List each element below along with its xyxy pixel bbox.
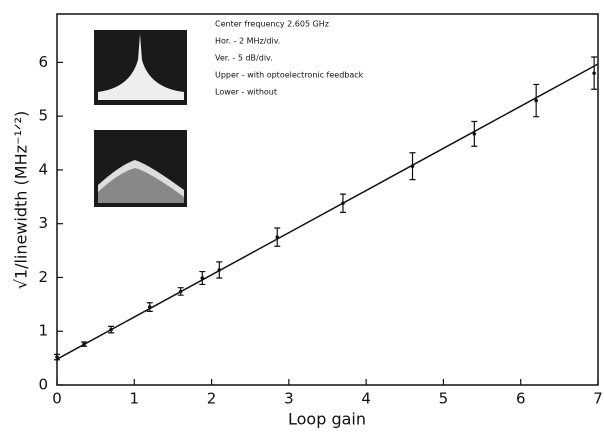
point: [109, 327, 113, 332]
point: [82, 342, 86, 346]
x-tick-label: 5: [439, 390, 449, 408]
fit-line: [56, 63, 599, 360]
x-tick-label: 4: [361, 390, 371, 408]
x-tick-label: 3: [284, 390, 294, 408]
point: [592, 71, 596, 75]
annotation: Ver. - 5 dB/div.: [215, 54, 273, 63]
y-tick-label: 5: [38, 107, 48, 125]
point: [410, 164, 415, 168]
x-axis-label: Loop gain: [288, 410, 366, 429]
point: [341, 201, 345, 206]
point: [534, 98, 538, 103]
y-tick-label: 6: [38, 53, 48, 71]
annotation: Center frequency 2.605 GHz: [215, 20, 329, 29]
y-tick-label: 1: [38, 322, 48, 340]
x-tick-label: 7: [593, 390, 603, 408]
y-axis-label: √1/linewidth (MHz⁻¹ᐟ²): [12, 111, 31, 290]
point: [55, 355, 59, 359]
point: [147, 305, 152, 309]
annotation: Hor. - 2 MHz/div.: [215, 37, 280, 46]
point: [472, 132, 477, 136]
x-tick-label: 2: [207, 390, 217, 408]
y-tick-label: 4: [38, 160, 48, 178]
x-tick-label: 6: [516, 390, 526, 408]
point: [200, 276, 205, 280]
plot-frame: [56, 13, 599, 386]
point: [217, 268, 222, 272]
y-tick-label: 2: [38, 268, 48, 286]
point: [275, 235, 280, 239]
point: [178, 289, 183, 294]
annotation: Upper - with optoelectronic feedback: [215, 71, 364, 80]
annotation: Lower - without: [215, 88, 277, 97]
inset-upper: [94, 30, 187, 105]
y-tick-label: 0: [38, 376, 48, 394]
x-tick-label: 1: [130, 390, 140, 408]
x-tick-label: 0: [52, 390, 62, 408]
inset-lower: [94, 130, 187, 207]
y-tick-label: 3: [38, 214, 48, 232]
